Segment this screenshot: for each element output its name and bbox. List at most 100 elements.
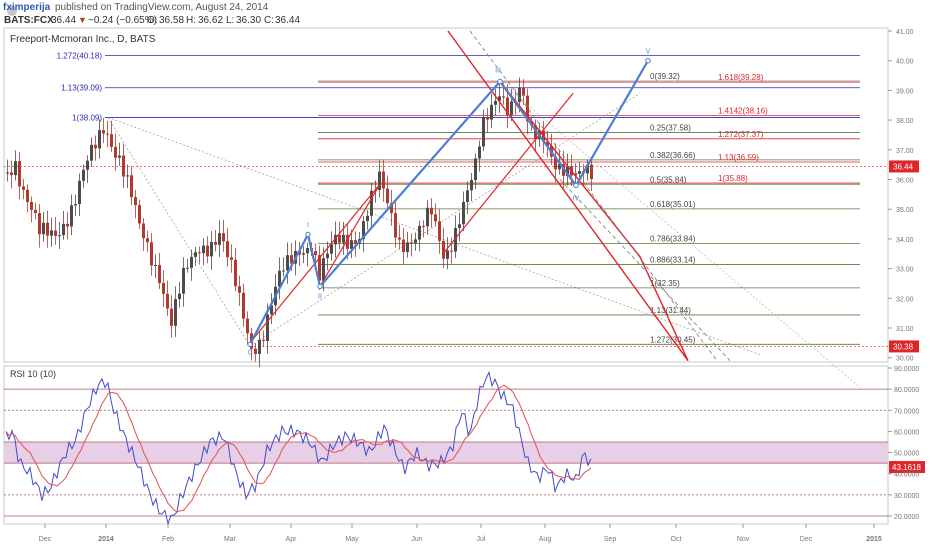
candle-body — [370, 190, 373, 216]
fib-retracement-label: 0.25(37.58) — [650, 124, 691, 133]
y-tick-label: 32.00 — [896, 296, 914, 303]
candle-body — [82, 169, 85, 181]
candle-body — [478, 146, 481, 159]
candle-body — [534, 125, 537, 140]
wave-point — [573, 182, 579, 189]
candle-body — [30, 201, 33, 210]
fib-retracement-label: 0.5(35.84) — [650, 175, 687, 184]
candle-body — [302, 253, 305, 255]
x-tick-label: May — [345, 536, 359, 543]
candle-body — [414, 239, 417, 244]
candle-body — [498, 96, 501, 101]
low-price-tag — [889, 340, 919, 353]
candle-body — [258, 339, 261, 354]
wave-label: I — [307, 222, 309, 229]
red-channel-line — [442, 92, 574, 255]
candle-body — [518, 87, 521, 103]
y-tick-label: 34.00 — [896, 237, 914, 244]
candle-body — [322, 258, 325, 281]
candle-body — [342, 234, 345, 243]
candle-body — [242, 292, 245, 319]
header-last: 36.44 — [51, 15, 76, 26]
wave-point — [247, 341, 253, 348]
candle-body — [454, 228, 457, 252]
candle-body — [186, 267, 189, 269]
candle-body — [270, 305, 273, 315]
candle-body — [430, 207, 433, 215]
candle-body — [306, 248, 309, 254]
candle-body — [214, 241, 217, 245]
x-tick-label: Jul — [477, 536, 486, 543]
candle-body — [442, 240, 445, 259]
candle-body — [350, 240, 353, 249]
candle-body — [366, 215, 369, 222]
candle-body — [506, 97, 509, 115]
fib-extension-red-label: 1.13(36.59) — [718, 153, 759, 162]
header-symbol[interactable]: BATS:FCX — [4, 15, 54, 26]
y-tick-label: 37.00 — [896, 148, 914, 155]
candle-body — [22, 186, 25, 190]
candle-body — [282, 270, 285, 272]
header-c-value: 36.44 — [275, 15, 300, 26]
candle-body — [486, 117, 489, 120]
fib-extension-red-label: 1.618(39.28) — [718, 73, 764, 82]
red-channel-line — [639, 256, 689, 361]
fib-extension-red-label: 1(35.88) — [718, 174, 748, 183]
candle-body — [130, 175, 133, 198]
header-o-label: O: — [147, 15, 158, 26]
candle-body — [382, 171, 385, 189]
candle-body — [290, 255, 293, 264]
x-tick-label: 2015 — [866, 536, 882, 543]
candle-body — [38, 213, 41, 235]
candle-body — [418, 225, 421, 240]
rsi-tick-label: 80.0000 — [894, 387, 919, 394]
fib-retracement-label: 0.382(36.66) — [650, 151, 696, 160]
candle-body — [206, 245, 209, 257]
y-tick-label: 35.00 — [896, 207, 914, 214]
price-pane-border — [3, 27, 889, 363]
candle-body — [202, 245, 205, 254]
candle-body — [254, 348, 257, 354]
candle-body — [134, 197, 137, 206]
candle-body — [522, 87, 525, 96]
candle-body — [546, 141, 549, 147]
candle-body — [474, 158, 477, 181]
candle-body — [150, 242, 153, 266]
header-user[interactable]: fximperija — [3, 2, 51, 13]
candle-body — [386, 188, 389, 204]
candle-body — [230, 257, 233, 260]
candle-body — [462, 201, 465, 225]
candle-body — [102, 130, 105, 134]
wave-point — [317, 283, 323, 290]
candle-body — [198, 252, 201, 254]
candle-body — [166, 293, 169, 309]
candle-body — [14, 161, 17, 176]
candle-body — [494, 100, 497, 105]
candle-body — [390, 203, 393, 214]
candle-body — [210, 241, 213, 257]
candle-body — [126, 175, 129, 177]
candle-body — [34, 209, 37, 214]
candle-body — [266, 314, 269, 341]
rsi-tick-label: 30.0000 — [894, 493, 919, 500]
candle-body — [526, 95, 529, 122]
x-tick-label: 2014 — [98, 536, 114, 543]
rsi-ma-line — [5, 384, 592, 513]
candle-body — [26, 189, 29, 202]
candle-body — [502, 96, 505, 98]
header-c-label: C: — [264, 15, 274, 26]
fib-extension-red-label: 1.4142(38.16) — [718, 106, 768, 115]
candle-body — [218, 233, 221, 245]
fib-retracement-label: 1(32.35) — [650, 279, 680, 288]
rsi-tick-label: 70.0000 — [894, 408, 919, 415]
x-tick-label: Apr — [286, 536, 298, 543]
candle-body — [346, 234, 349, 249]
rsi-value-tag-label: 43.1618 — [892, 463, 921, 472]
y-tick-label: 33.00 — [896, 267, 914, 274]
header-change: −0.24 (−0.65%) — [88, 15, 157, 26]
candle-body — [194, 252, 197, 257]
candle-body — [466, 190, 469, 202]
header-published: published on TradingView.com, August 24,… — [55, 2, 269, 13]
fib-retracement-label: 0.886(33.14) — [650, 255, 696, 264]
